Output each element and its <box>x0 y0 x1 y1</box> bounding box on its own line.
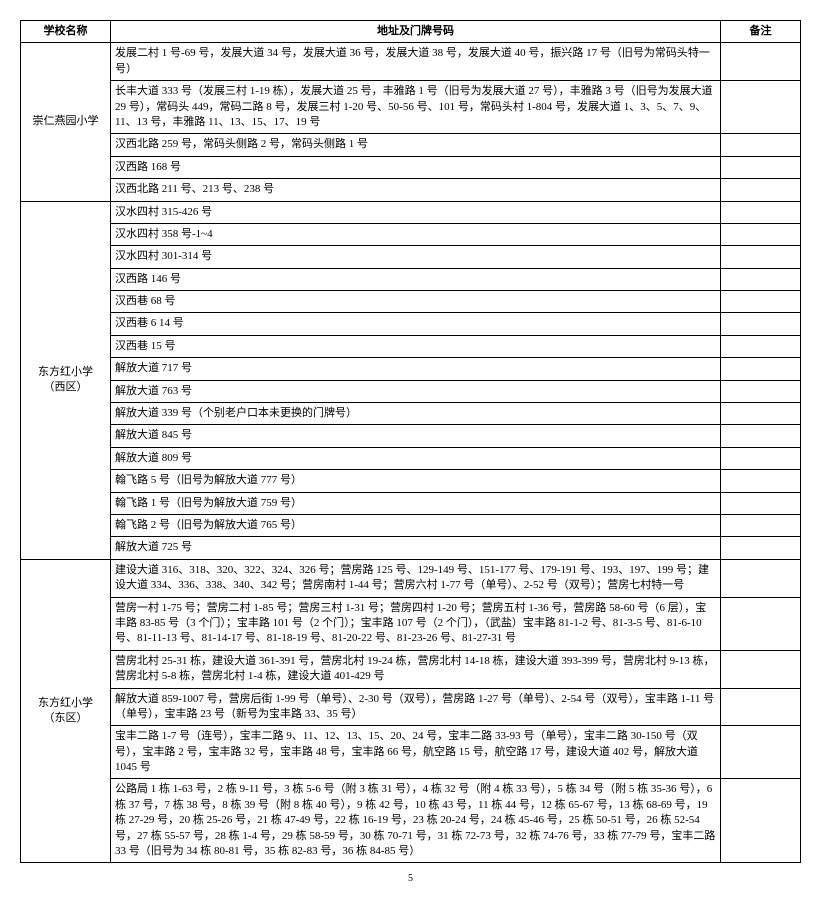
table-row: 汉西路 168 号 <box>21 156 801 178</box>
note-cell <box>721 492 801 514</box>
table-row: 营房一村 1-75 号；营房二村 1-85 号；营房三村 1-31 号；营房四村… <box>21 597 801 650</box>
note-cell <box>721 43 801 81</box>
address-cell: 解放大道 763 号 <box>111 380 721 402</box>
note-cell <box>721 81 801 134</box>
table-row: 汉西北路 259 号，常码头侧路 2 号，常码头侧路 1 号 <box>21 134 801 156</box>
school-name-cell: 崇仁燕园小学 <box>21 43 111 201</box>
note-cell <box>721 650 801 688</box>
note-cell <box>721 246 801 268</box>
table-row: 东方红小学（西区）汉水四村 315-426 号 <box>21 201 801 223</box>
note-cell <box>721 380 801 402</box>
address-cell: 汉西巷 15 号 <box>111 335 721 357</box>
note-cell <box>721 779 801 863</box>
school-name-cell: 东方红小学（东区） <box>21 559 111 863</box>
note-cell <box>721 335 801 357</box>
table-row: 翰飞路 2 号（旧号为解放大道 765 号） <box>21 514 801 536</box>
table-row: 解放大道 845 号 <box>21 425 801 447</box>
table-row: 解放大道 339 号（个别老户口本未更换的门牌号） <box>21 403 801 425</box>
address-cell: 汉西北路 211 号、213 号、238 号 <box>111 179 721 201</box>
page-number: 5 <box>20 873 801 884</box>
note-cell <box>721 179 801 201</box>
table-row: 汉水四村 358 号-1~4 <box>21 223 801 245</box>
note-cell <box>721 358 801 380</box>
address-cell: 解放大道 859-1007 号，营房后街 1-99 号（单号）、2-30 号（双… <box>111 688 721 726</box>
address-cell: 汉水四村 301-314 号 <box>111 246 721 268</box>
note-cell <box>721 291 801 313</box>
table-row: 翰飞路 1 号（旧号为解放大道 759 号） <box>21 492 801 514</box>
note-cell <box>721 559 801 597</box>
note-cell <box>721 156 801 178</box>
note-cell <box>721 726 801 779</box>
address-cell: 汉西路 168 号 <box>111 156 721 178</box>
address-cell: 宝丰二路 1-7 号（连号），宝丰二路 9、11、12、13、15、20、24 … <box>111 726 721 779</box>
address-cell: 翰飞路 5 号（旧号为解放大道 777 号） <box>111 470 721 492</box>
address-cell: 汉西北路 259 号，常码头侧路 2 号，常码头侧路 1 号 <box>111 134 721 156</box>
address-cell: 解放大道 809 号 <box>111 447 721 469</box>
header-school: 学校名称 <box>21 21 111 43</box>
address-cell: 解放大道 845 号 <box>111 425 721 447</box>
address-cell: 解放大道 339 号（个别老户口本未更换的门牌号） <box>111 403 721 425</box>
header-note: 备注 <box>721 21 801 43</box>
header-address: 地址及门牌号码 <box>111 21 721 43</box>
note-cell <box>721 447 801 469</box>
table-row: 营房北村 25-31 栋，建设大道 361-391 号，营房北村 19-24 栋… <box>21 650 801 688</box>
address-cell: 解放大道 717 号 <box>111 358 721 380</box>
address-cell: 汉西巷 68 号 <box>111 291 721 313</box>
table-row: 宝丰二路 1-7 号（连号），宝丰二路 9、11、12、13、15、20、24 … <box>21 726 801 779</box>
table-row: 汉水四村 301-314 号 <box>21 246 801 268</box>
table-row: 解放大道 859-1007 号，营房后街 1-99 号（单号）、2-30 号（双… <box>21 688 801 726</box>
table-row: 汉西巷 15 号 <box>21 335 801 357</box>
table-row: 汉西巷 68 号 <box>21 291 801 313</box>
address-cell: 汉水四村 315-426 号 <box>111 201 721 223</box>
table-row: 汉西巷 6 14 号 <box>21 313 801 335</box>
table-row: 长丰大道 333 号（发展三村 1-19 栋），发展大道 25 号，丰雅路 1 … <box>21 81 801 134</box>
address-cell: 建设大道 316、318、320、322、324、326 号；营房路 125 号… <box>111 559 721 597</box>
address-cell: 长丰大道 333 号（发展三村 1-19 栋），发展大道 25 号，丰雅路 1 … <box>111 81 721 134</box>
address-cell: 公路局 1 栋 1-63 号，2 栋 9-11 号，3 栋 5-6 号（附 3 … <box>111 779 721 863</box>
note-cell <box>721 597 801 650</box>
address-cell: 营房北村 25-31 栋，建设大道 361-391 号，营房北村 19-24 栋… <box>111 650 721 688</box>
table-row: 解放大道 717 号 <box>21 358 801 380</box>
table-row: 解放大道 725 号 <box>21 537 801 559</box>
note-cell <box>721 268 801 290</box>
address-cell: 汉西巷 6 14 号 <box>111 313 721 335</box>
address-cell: 汉水四村 358 号-1~4 <box>111 223 721 245</box>
note-cell <box>721 470 801 492</box>
note-cell <box>721 425 801 447</box>
note-cell <box>721 223 801 245</box>
address-cell: 营房一村 1-75 号；营房二村 1-85 号；营房三村 1-31 号；营房四村… <box>111 597 721 650</box>
note-cell <box>721 537 801 559</box>
address-cell: 解放大道 725 号 <box>111 537 721 559</box>
table-row: 解放大道 809 号 <box>21 447 801 469</box>
table-row: 汉西北路 211 号、213 号、238 号 <box>21 179 801 201</box>
table-row: 汉西路 146 号 <box>21 268 801 290</box>
address-cell: 翰飞路 1 号（旧号为解放大道 759 号） <box>111 492 721 514</box>
note-cell <box>721 134 801 156</box>
address-cell: 汉西路 146 号 <box>111 268 721 290</box>
address-cell: 翰飞路 2 号（旧号为解放大道 765 号） <box>111 514 721 536</box>
table-row: 翰飞路 5 号（旧号为解放大道 777 号） <box>21 470 801 492</box>
table-row: 公路局 1 栋 1-63 号，2 栋 9-11 号，3 栋 5-6 号（附 3 … <box>21 779 801 863</box>
note-cell <box>721 313 801 335</box>
school-name-cell: 东方红小学（西区） <box>21 201 111 559</box>
note-cell <box>721 403 801 425</box>
table-header-row: 学校名称 地址及门牌号码 备注 <box>21 21 801 43</box>
table-row: 崇仁燕园小学发展二村 1 号-69 号，发展大道 34 号，发展大道 36 号，… <box>21 43 801 81</box>
note-cell <box>721 201 801 223</box>
note-cell <box>721 514 801 536</box>
note-cell <box>721 688 801 726</box>
address-cell: 发展二村 1 号-69 号，发展大道 34 号，发展大道 36 号，发展大道 3… <box>111 43 721 81</box>
table-row: 东方红小学（东区）建设大道 316、318、320、322、324、326 号；… <box>21 559 801 597</box>
address-table: 学校名称 地址及门牌号码 备注 崇仁燕园小学发展二村 1 号-69 号，发展大道… <box>20 20 801 863</box>
table-row: 解放大道 763 号 <box>21 380 801 402</box>
